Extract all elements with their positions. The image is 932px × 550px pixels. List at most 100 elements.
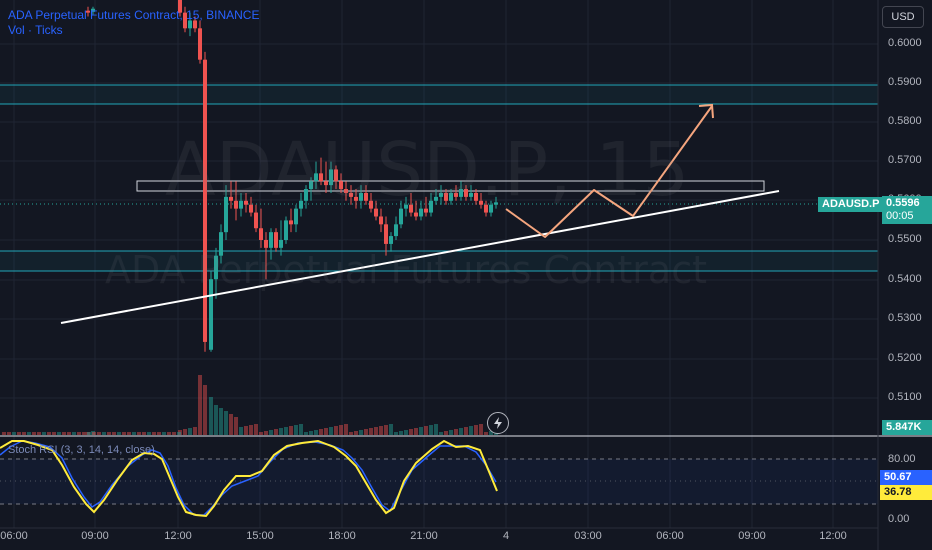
volume-bar (349, 432, 353, 435)
volume-bar (389, 424, 393, 435)
candle-body (394, 224, 398, 237)
volume-bar (304, 432, 308, 435)
candle-body (359, 192, 363, 201)
symbol-title[interactable]: ADA Perpetual Futures Contract, 15, BINA… (8, 8, 260, 22)
time-axis-label: 15:00 (246, 530, 274, 542)
time-axis-label: 18:00 (328, 530, 356, 542)
candle-body (274, 232, 278, 248)
volume-bar (152, 432, 156, 435)
candle-body (479, 200, 483, 205)
candle-body (404, 204, 408, 209)
volume-bar (274, 429, 278, 435)
candle-body (364, 192, 368, 201)
candle-body (494, 202, 498, 205)
volume-bar (147, 432, 151, 435)
volume-bar (284, 427, 288, 435)
price-axis-label: 0.5300 (888, 312, 922, 324)
candle-body (214, 255, 218, 280)
currency-button[interactable]: USD (882, 6, 924, 28)
candle-body (254, 212, 258, 229)
volume-bar (364, 429, 368, 435)
time-axis-label: 06:00 (0, 530, 28, 542)
volume-bar (188, 428, 192, 435)
volume-bar (91, 431, 95, 435)
volume-bar (289, 426, 293, 435)
candle-body (469, 192, 473, 197)
volume-bar (47, 432, 51, 435)
volume-tag: 5.847K (882, 420, 932, 435)
price-axis-label: 0.5700 (888, 154, 922, 166)
candle-body (249, 204, 253, 213)
candle-body (464, 189, 468, 197)
volume-bar (479, 424, 483, 435)
volume-bar (86, 432, 90, 435)
volume-bar (77, 432, 81, 435)
candle-body (224, 196, 228, 233)
volume-bar (299, 424, 303, 435)
projection-path (505, 105, 713, 238)
volume-bar (254, 424, 258, 435)
volume-bar (62, 432, 66, 435)
volume-bar (439, 432, 443, 435)
volume-bar (37, 432, 41, 435)
volume-bar (219, 408, 223, 435)
candle-body (299, 200, 303, 209)
candle-body (374, 208, 378, 217)
candle-body (209, 279, 213, 350)
volume-bar (127, 432, 131, 435)
volume-bar (224, 411, 228, 435)
osc-level-0: 0.00 (888, 513, 910, 525)
time-axis-label: 06:00 (656, 530, 684, 542)
volume-bar (57, 432, 61, 435)
volume-bar (193, 427, 197, 435)
volume-bar (132, 432, 136, 435)
candle-body (434, 196, 438, 201)
volume-bar (294, 425, 298, 435)
candle-body (229, 196, 233, 201)
candle-body (264, 240, 268, 248)
volume-bar (454, 429, 458, 435)
candle-body (319, 173, 323, 182)
volume-bar (229, 414, 233, 435)
volume-bar (7, 432, 11, 435)
volume-bar (464, 427, 468, 435)
volume-bar (429, 425, 433, 435)
volume-bar (249, 425, 253, 435)
oscillator-legend[interactable]: Stoch RSI (3, 3, 14, 14, close) (8, 444, 155, 456)
candle-body (444, 192, 448, 201)
volume-bar (87, 432, 91, 435)
volume-bar (97, 432, 101, 435)
volume-bar (369, 428, 373, 435)
time-axis-label: 4 (502, 530, 510, 542)
volume-bar (434, 424, 438, 435)
candle-body (289, 220, 293, 225)
volume-bar (167, 432, 171, 435)
candle-body (399, 208, 403, 225)
volume-label[interactable]: Vol · Ticks (8, 23, 63, 37)
stoch-k-tag: 50.67 (880, 470, 932, 485)
volume-bar (137, 432, 141, 435)
volume-bar (344, 424, 348, 435)
time-axis-label: 12:00 (819, 530, 847, 542)
candle-body (354, 196, 358, 201)
volume-bar (259, 432, 263, 435)
volume-bar (279, 428, 283, 435)
candle-body (384, 224, 388, 244)
volume-bar (394, 432, 398, 435)
candle-body (419, 208, 423, 217)
volume-bar (334, 426, 338, 435)
candle-body (324, 181, 328, 186)
volume-bar (72, 432, 76, 435)
volume-bar (209, 397, 213, 435)
volume-bar (32, 432, 36, 435)
lightning-icon[interactable] (487, 412, 509, 434)
candle-body (284, 220, 288, 240)
volume-bar (2, 432, 6, 435)
candle-body (439, 192, 443, 197)
volume-bar (172, 432, 176, 435)
candle-body (234, 200, 238, 209)
candle-body (219, 232, 223, 256)
volume-bar (17, 432, 21, 435)
volume-bar (12, 432, 16, 435)
